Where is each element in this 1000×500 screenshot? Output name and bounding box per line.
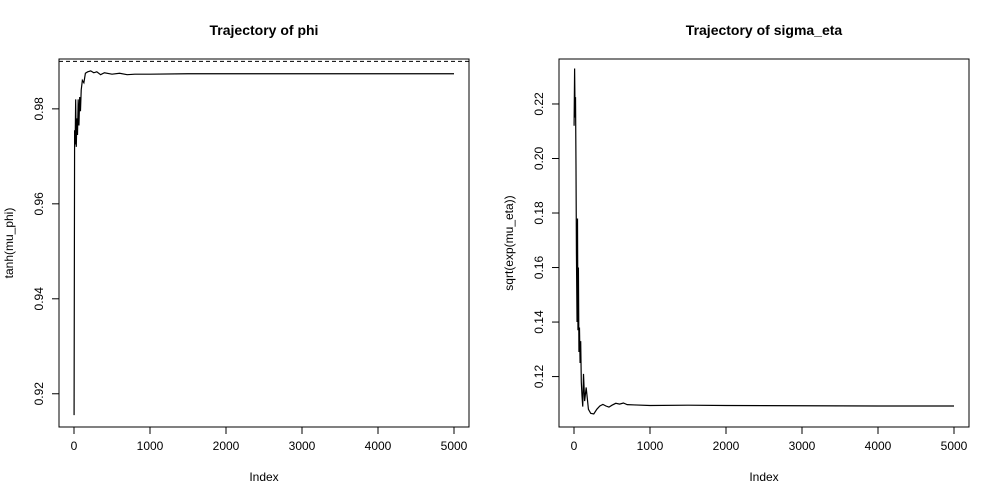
x-axis-label: Index bbox=[249, 470, 278, 484]
y-tick-label: 0.18 bbox=[532, 201, 546, 225]
y-tick-label: 0.98 bbox=[32, 97, 46, 121]
plot-frame bbox=[558, 58, 970, 428]
y-tick-label: 0.16 bbox=[532, 256, 546, 280]
x-tick-label: 3000 bbox=[289, 439, 316, 453]
x-tick-label: 4000 bbox=[365, 439, 392, 453]
y-tick-label: 0.14 bbox=[532, 310, 546, 334]
plot-frame bbox=[58, 58, 470, 428]
y-axis-label: tanh(mu_phi) bbox=[2, 208, 16, 279]
x-tick-label: 5000 bbox=[941, 439, 968, 453]
chart-panel-sigma-eta: Trajectory of sigma_eta Index sqrt(exp(m… bbox=[502, 22, 970, 484]
x-tick-label: 2000 bbox=[213, 439, 240, 453]
plot-marks: 0 1000 2000 3000 4000 5000 0.92 0.94 0.96 0.98 bbox=[32, 60, 469, 453]
chart-title: Trajectory of sigma_eta bbox=[686, 22, 843, 38]
y-tick-label: 0.92 bbox=[32, 382, 46, 406]
series-line bbox=[73, 70, 454, 416]
chart-panel-phi: Trajectory of phi Index tanh(mu_phi) 0 10… bbox=[2, 22, 470, 484]
x-axis-label: Index bbox=[749, 470, 778, 484]
y-tick-label: 0.12 bbox=[532, 365, 546, 389]
x-tick-label: 1000 bbox=[137, 439, 164, 453]
y-axis-label: sqrt(exp(mu_eta)) bbox=[502, 195, 516, 290]
x-tick-label: 0 bbox=[71, 439, 78, 453]
series-line bbox=[573, 68, 954, 415]
y-tick-label: 0.94 bbox=[32, 287, 46, 311]
x-tick-label: 4000 bbox=[865, 439, 892, 453]
x-tick-label: 1000 bbox=[637, 439, 664, 453]
x-tick-label: 5000 bbox=[441, 439, 468, 453]
x-tick-label: 0 bbox=[571, 439, 578, 453]
y-tick-label: 0.96 bbox=[32, 192, 46, 216]
x-tick-label: 2000 bbox=[713, 439, 740, 453]
chart-title: Trajectory of phi bbox=[210, 22, 319, 38]
x-tick-label: 3000 bbox=[789, 439, 816, 453]
y-tick-label: 0.20 bbox=[532, 146, 546, 170]
plot-marks: 0 1000 2000 3000 4000 5000 0.12 0.14 0.16 0.18 0.2… bbox=[532, 68, 968, 453]
y-tick-label: 0.22 bbox=[532, 92, 546, 116]
